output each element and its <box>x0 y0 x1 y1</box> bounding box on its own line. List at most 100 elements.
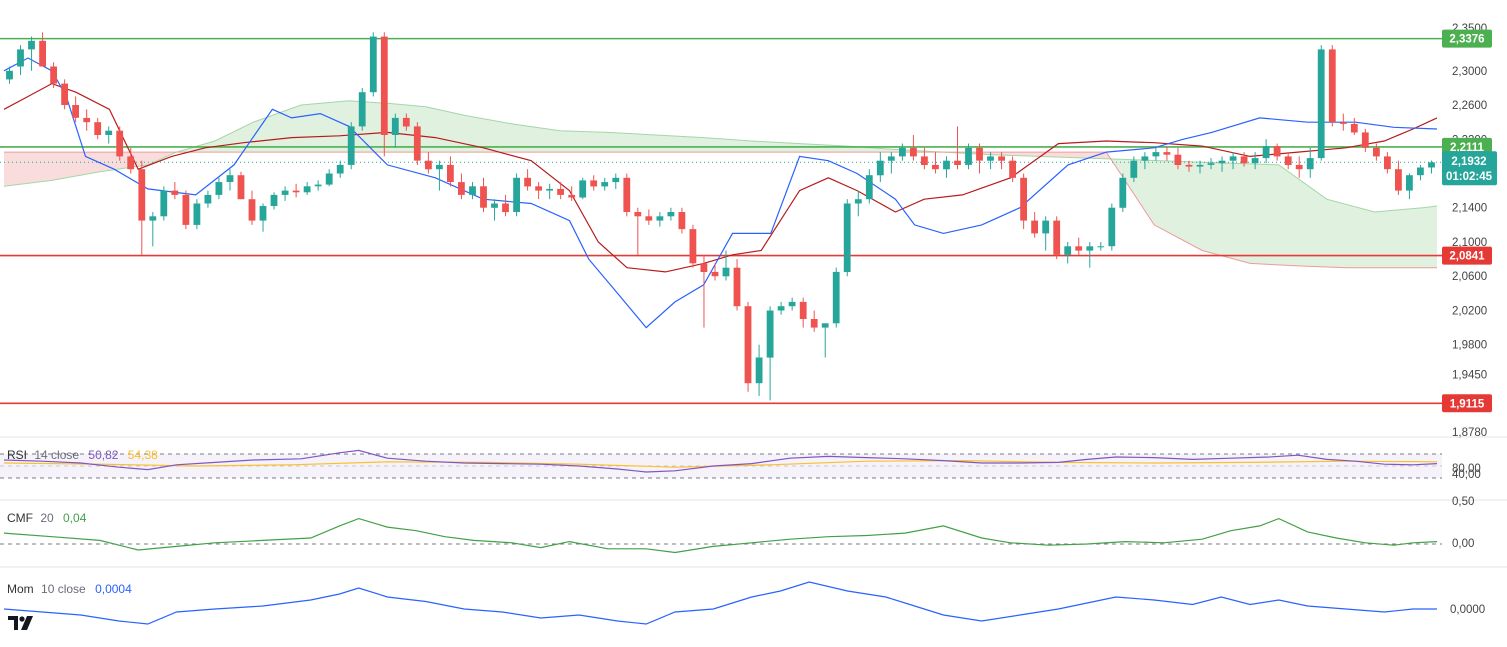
cmf-line <box>3 517 1438 554</box>
candle-body <box>17 49 24 67</box>
candle-body <box>1009 160 1016 178</box>
candle-body <box>1075 246 1083 251</box>
candle-body <box>1207 163 1215 165</box>
candle-30 <box>336 160 344 178</box>
candle-body <box>336 164 344 174</box>
candle-body <box>83 117 91 123</box>
candle-body <box>1130 160 1138 178</box>
candle-body <box>954 160 961 165</box>
candle-88 <box>976 143 983 174</box>
candle-4 <box>50 62 57 88</box>
candle-1 <box>17 45 24 76</box>
candle-body <box>667 212 675 217</box>
candle-50 <box>557 182 564 200</box>
tradingview-logo[interactable] <box>8 616 33 630</box>
candle-body <box>843 203 851 272</box>
level-tag-bg <box>1442 394 1492 413</box>
candle-body <box>899 147 906 157</box>
price-tick-8: 2,0200 <box>1452 306 1487 318</box>
candle-103 <box>1141 152 1149 170</box>
candle-body <box>391 117 399 135</box>
candle-body <box>579 180 587 198</box>
candle-18 <box>204 190 212 208</box>
candle-96 <box>1064 241 1072 264</box>
candle-body <box>987 156 994 161</box>
candle-32 <box>358 87 366 131</box>
candle-52 <box>579 177 587 200</box>
candle-91 <box>1009 156 1016 183</box>
rsi-legend[interactable]: RSI 14 close 50,82 54,38 <box>7 448 158 462</box>
candle-56 <box>623 173 631 217</box>
candle-70 <box>777 301 785 315</box>
span-a-line <box>3 100 1438 213</box>
candle-body <box>182 194 190 225</box>
candle-13 <box>149 212 157 247</box>
candle-body <box>1251 158 1259 164</box>
cmf-legend[interactable]: CMF 20 0,04 <box>7 511 87 525</box>
candle-35 <box>391 113 399 148</box>
candle-11 <box>127 147 135 174</box>
candles <box>6 32 1435 401</box>
candle-94 <box>1042 216 1050 251</box>
candle-body <box>369 36 377 93</box>
candle-104 <box>1152 147 1160 161</box>
candle-body <box>524 177 531 187</box>
candle-body <box>733 267 741 307</box>
mom-tick-0: 0,0000 <box>1450 604 1485 616</box>
cmf-tick-0: 0,50 <box>1452 496 1474 508</box>
candle-body <box>998 156 1005 161</box>
candle-101 <box>1119 173 1127 213</box>
candle-body <box>921 156 928 165</box>
candle-29 <box>325 169 333 187</box>
candle-body <box>1306 158 1314 170</box>
candle-28 <box>314 180 322 191</box>
candle-121 <box>1339 113 1347 131</box>
candle-89 <box>987 152 994 170</box>
candle-body <box>149 216 157 221</box>
candle-81 <box>899 143 906 161</box>
candle-19 <box>215 177 223 200</box>
candle-110 <box>1218 156 1226 172</box>
candle-73 <box>810 310 818 332</box>
level-tag-label: 1,9115 <box>1450 398 1485 410</box>
candle-body <box>1262 146 1270 159</box>
level-tag-label: 2,0841 <box>1449 251 1485 263</box>
price-tick-1: 2,3000 <box>1452 66 1487 78</box>
mom-legend[interactable]: Mom 10 close 0,0004 <box>7 582 132 596</box>
candle-body <box>656 216 664 221</box>
candle-body <box>1295 164 1303 170</box>
candle-31 <box>347 122 355 170</box>
candle-105 <box>1163 146 1171 161</box>
candle-body <box>601 182 609 187</box>
candle-body <box>821 323 829 328</box>
level-tag-bg <box>1442 246 1492 265</box>
candle-10 <box>116 126 124 161</box>
candle-71 <box>788 297 796 311</box>
cmf-value: 0,04 <box>63 511 87 525</box>
candle-body <box>788 301 796 307</box>
candle-body <box>1086 246 1094 251</box>
candle-53 <box>590 175 598 191</box>
candle-body <box>303 186 311 193</box>
level-tag-label: 2,2111 <box>1450 142 1485 154</box>
candle-72 <box>799 297 807 328</box>
candle-body <box>546 188 553 191</box>
candle-87 <box>965 143 972 170</box>
candle-body <box>1031 220 1038 234</box>
candle-body <box>72 105 79 118</box>
candle-body <box>94 122 102 135</box>
candle-body <box>932 164 939 170</box>
horizontal-levels <box>0 37 1442 405</box>
candle-body <box>832 271 840 324</box>
candle-39 <box>436 160 443 191</box>
candle-body <box>590 180 598 187</box>
candle-body <box>689 229 697 264</box>
candle-54 <box>601 177 609 191</box>
candle-7 <box>83 109 91 131</box>
candle-38 <box>425 152 432 174</box>
candle-8 <box>94 117 102 140</box>
candle-40 <box>447 156 454 187</box>
candle-124 <box>1373 143 1380 161</box>
